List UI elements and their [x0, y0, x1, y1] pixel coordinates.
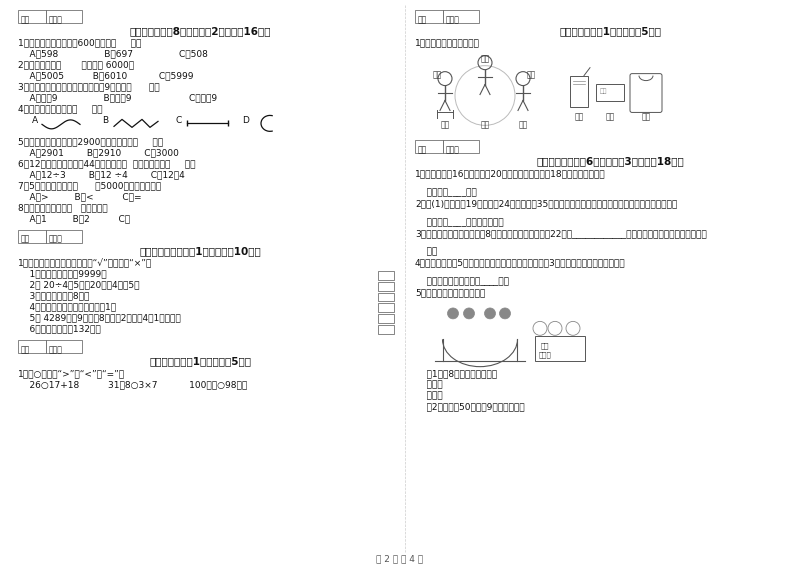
Bar	[18, 230, 46, 243]
Text: 加法：: 加法：	[415, 391, 442, 400]
Text: 2、 20÷4＝5读作20除以4等于5。: 2、 20÷4＝5读作20除以4等于5。	[18, 281, 139, 290]
Circle shape	[485, 308, 495, 319]
Bar	[46, 230, 82, 243]
Text: 得分: 得分	[418, 15, 427, 24]
Text: A．2901        B．2910        C．3000: A．2901 B．2910 C．3000	[18, 148, 179, 157]
Text: 5．星期日同学们去游乐园。: 5．星期日同学们去游乐园。	[415, 289, 486, 298]
Text: 小润: 小润	[526, 71, 536, 80]
Bar	[415, 10, 443, 23]
Bar	[46, 340, 82, 353]
Text: 小润: 小润	[432, 71, 442, 80]
Circle shape	[499, 308, 510, 319]
Bar	[443, 140, 479, 153]
Text: A．大于9                B．小于9                    C．等于9: A．大于9 B．小于9 C．等于9	[18, 94, 217, 102]
Bar	[535, 336, 585, 361]
Text: 得分: 得分	[21, 345, 30, 354]
Text: 26○17+18          31－8○3×7           100厘米○98厘米: 26○17+18 31－8○3×7 100厘米○98厘米	[18, 380, 247, 389]
Text: 小润: 小润	[518, 120, 528, 129]
Text: A．5005          B．6010           C．5999: A．5005 B．6010 C．5999	[18, 72, 194, 81]
Text: A．598                B．697                C．508: A．598 B．697 C．508	[18, 50, 208, 59]
Text: A．12÷3        B．12 ÷4        C．12－4: A．12÷3 B．12 ÷4 C．12－4	[18, 170, 185, 179]
Text: 答：还有____只。: 答：还有____只。	[415, 188, 477, 197]
Text: 文具: 文具	[600, 89, 607, 94]
Text: 小润: 小润	[440, 120, 450, 129]
Text: 4．二年级一班有5个红皮球，黄皮球的个数是红皮球的3倍，黄皮球比红皮球多几个？: 4．二年级一班有5个红皮球，黄皮球的个数是红皮球的3倍，黄皮球比红皮球多几个？	[415, 259, 626, 268]
Text: 4．下列线中，线段是（     ）。: 4．下列线中，线段是（ ）。	[18, 105, 102, 114]
Text: 1．同学们做了16只红风车，20只花风车，送给幼儱18只，还有多少只？: 1．同学们做了16只红风车，20只花风车，送给幼儱18只，还有多少只？	[415, 169, 606, 178]
Text: 6、小红的身高是132米。: 6、小红的身高是132米。	[18, 324, 101, 333]
Text: 2．下面的数，（       ）最接近 6000。: 2．下面的数，（ ）最接近 6000。	[18, 60, 134, 69]
Text: 1．下面各数中，最接近600的数是（     ）。: 1．下面各数中，最接近600的数是（ ）。	[18, 39, 142, 48]
Text: A．1         B．2          C．: A．1 B．2 C．	[18, 214, 130, 223]
Text: 1．我会观察，我会连线。: 1．我会观察，我会连线。	[415, 39, 480, 48]
Bar	[378, 293, 394, 302]
Text: 七、连一连（兲1大题，共膁5分）: 七、连一连（兲1大题，共膁5分）	[559, 26, 661, 36]
Text: 6．12个杯子，平均分成44份，每份有（  ）个，列式为（     ）。: 6．12个杯子，平均分成44份，每份有（ ）个，列式为（ ）。	[18, 159, 195, 168]
Text: 小强: 小强	[606, 112, 614, 121]
Text: 7．5千克沙子的重量（      ）5000克棉花的重量。: 7．5千克沙子的重量（ ）5000克棉花的重量。	[18, 181, 161, 190]
Circle shape	[463, 308, 474, 319]
Text: 评巻人: 评巻人	[49, 15, 63, 24]
Text: 1、最大的四位数是9999。: 1、最大的四位数是9999。	[18, 270, 106, 279]
Text: 八、解决问题（兲6小题，每题3分，共膈18分）: 八、解决问题（兲6小题，每题3分，共膈18分）	[536, 156, 684, 166]
Text: 1．我会判断，对的在括号里打“√”，错的打“×”。: 1．我会判断，对的在括号里打“√”，错的打“×”。	[18, 259, 152, 268]
Text: 5．一百一百地数，数到2900，下一个数是（     ）。: 5．一百一百地数，数到2900，下一个数是（ ）。	[18, 137, 163, 146]
Text: 得分: 得分	[21, 15, 30, 24]
Text: 答：黄皮球比红皮球多____个。: 答：黄皮球比红皮球多____个。	[415, 277, 509, 286]
Text: A: A	[32, 116, 38, 125]
Text: 3．同学们买小旗，小黄旗有8面，小红旗的比小黄旗多22面，____________？（先提出问题，再列式计算。）: 3．同学们买小旗，小黄旗有8面，小红旗的比小黄旗多22面，___________…	[415, 229, 706, 238]
Bar	[18, 10, 46, 23]
Circle shape	[447, 308, 458, 319]
Text: 第 2 页 共 4 页: 第 2 页 共 4 页	[377, 554, 423, 563]
Text: 3．在有余数的除法里，如果除数是9，余数（      ）。: 3．在有余数的除法里，如果除数是9，余数（ ）。	[18, 82, 160, 92]
Text: 评巻人: 评巻人	[446, 15, 460, 24]
Bar	[378, 314, 394, 323]
Bar	[18, 340, 46, 353]
Text: 五、判断对与错（兲1大题，共膈10分）: 五、判断对与错（兲1大题，共膈10分）	[139, 246, 261, 256]
Text: （1）予8张门票用多少元？: （1）予8张门票用多少元？	[415, 369, 497, 378]
Text: 小红: 小红	[574, 112, 584, 121]
Bar	[46, 10, 82, 23]
Text: 得分: 得分	[21, 235, 30, 244]
Text: A．>         B．<          C．=: A．> B．< C．=	[18, 192, 142, 201]
Text: 六、比一比（兲1大题，共膁5分）: 六、比一比（兲1大题，共膁5分）	[149, 356, 251, 366]
Text: D: D	[242, 116, 249, 125]
Bar	[443, 10, 479, 23]
Bar	[378, 281, 394, 290]
Text: 四、选一选（兲8小题，每题2分，共膈16分）: 四、选一选（兲8小题，每题2分，共膈16分）	[130, 26, 270, 36]
Text: 2．二(1)班有男生19人，女生24人，一共有35个苹果，如果每人分一个苹果，有多少人分不到苹果？: 2．二(1)班有男生19人，女生24人，一共有35个苹果，如果每人分一个苹果，有…	[415, 199, 678, 208]
Text: B: B	[102, 116, 108, 125]
Text: 5、 4289是〔9个千、8个百、2个十和4个1组成的。: 5、 4289是〔9个千、8个百、2个十和4个1组成的。	[18, 314, 181, 323]
Text: 评巻人: 评巻人	[49, 235, 63, 244]
Bar	[415, 140, 443, 153]
Text: 答：: 答：	[415, 247, 438, 257]
Text: 评巻人: 评巻人	[446, 145, 460, 154]
Bar	[378, 303, 394, 312]
Text: C: C	[176, 116, 182, 125]
Text: 1．在○里填上“>”，“<”或“=”。: 1．在○里填上“>”，“<”或“=”。	[18, 369, 125, 378]
Text: 门票: 门票	[541, 342, 550, 349]
Text: 小客: 小客	[480, 55, 490, 64]
Bar	[378, 271, 394, 280]
Text: 得分: 得分	[418, 145, 427, 154]
FancyBboxPatch shape	[630, 73, 662, 112]
Text: 小润: 小润	[642, 112, 650, 121]
Text: 8．一个三角板上有（   ）个直角。: 8．一个三角板上有（ ）个直角。	[18, 203, 108, 212]
Bar	[378, 325, 394, 334]
Text: 乘法：: 乘法：	[415, 380, 442, 389]
Text: （2）小润拿50元，亙9张门票够吗？: （2）小润拿50元，亙9张门票够吗？	[415, 402, 525, 411]
Bar	[596, 84, 624, 102]
Text: 小客: 小客	[480, 120, 490, 129]
Text: 4、两个相邻大的数相除，商是1。: 4、两个相邻大的数相除，商是1。	[18, 302, 116, 311]
Text: 答：还有____人分不到苹果。: 答：还有____人分不到苹果。	[415, 218, 504, 227]
Text: 评巻人: 评巻人	[49, 345, 63, 354]
Text: 售票处: 售票处	[539, 351, 552, 358]
Bar	[570, 76, 588, 107]
Text: 3、课桌的高度是8米。: 3、课桌的高度是8米。	[18, 292, 90, 301]
